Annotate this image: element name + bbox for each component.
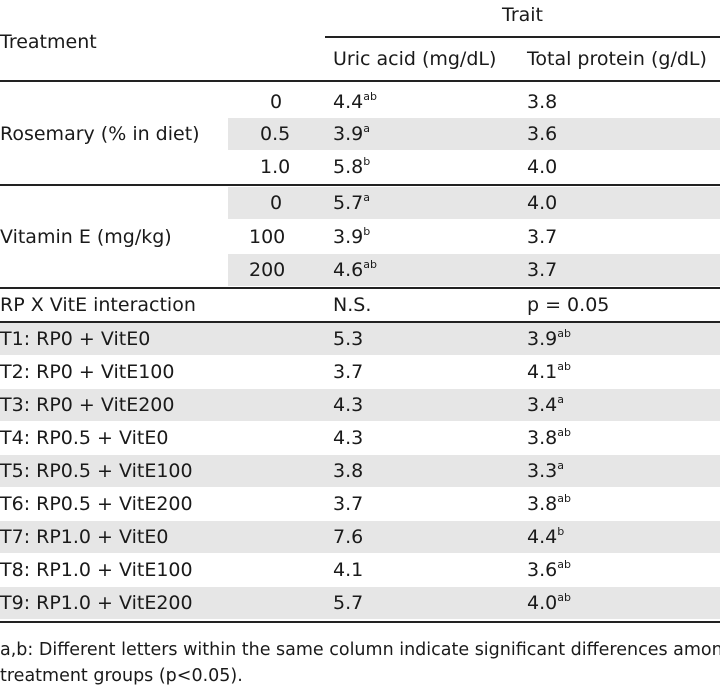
group-row: T4: RP0.5 + VitE0 4.3 3.8ab	[0, 422, 720, 454]
level-cell: 0	[270, 192, 283, 214]
uric-cell: 4.6ab	[333, 258, 377, 281]
protein-cell: 4.4b	[527, 525, 565, 548]
rosemary-row: 0 4.4ab 3.8	[228, 86, 720, 118]
footnote-line-1: a,b: Different letters within the same c…	[0, 640, 720, 660]
group-label: T2: RP0 + VitE100	[0, 361, 175, 383]
protein-cell: 3.9ab	[527, 327, 571, 350]
level-cell: 1.0	[260, 156, 291, 178]
interaction-row: RP X VitE interaction N.S. p = 0.05	[0, 289, 720, 321]
protein-cell: 4.0	[527, 156, 558, 178]
group-row: T9: RP1.0 + VitE200 5.7 4.0ab	[0, 587, 720, 619]
group-label: T1: RP0 + VitE0	[0, 328, 151, 350]
protein-cell: 3.7	[527, 226, 558, 248]
vitamin-e-label: Vitamin E (mg/kg)	[0, 226, 172, 248]
protein-cell: 3.8ab	[527, 492, 571, 515]
group-row: T6: RP0.5 + VitE200 3.7 3.8ab	[0, 488, 720, 520]
group-label: T6: RP0.5 + VitE200	[0, 493, 193, 515]
group-row: T2: RP0 + VitE100 3.7 4.1ab	[0, 356, 720, 388]
group-row: T7: RP1.0 + VitE0 7.6 4.4b	[0, 521, 720, 553]
vitamin-e-row: 100 3.9b 3.7	[228, 221, 720, 253]
rosemary-row: 1.0 5.8b 4.0	[228, 151, 720, 183]
rosemary-row: 0.5 3.9a 3.6	[228, 118, 720, 150]
level-cell: 0.5	[260, 123, 291, 145]
protein-cell: 4.1ab	[527, 360, 571, 383]
section-rule	[0, 321, 720, 323]
protein-cell: 3.7	[527, 259, 558, 281]
uric-cell: N.S.	[333, 294, 372, 316]
group-row: T5: RP0.5 + VitE100 3.8 3.3a	[0, 455, 720, 487]
uric-cell: 5.3	[333, 328, 364, 350]
uric-cell: 4.4ab	[333, 90, 377, 113]
group-row: T3: RP0 + VitE200 4.3 3.4a	[0, 389, 720, 421]
level-cell: 200	[249, 259, 286, 281]
protein-cell: 3.4a	[527, 393, 564, 416]
protein-cell: 3.8ab	[527, 426, 571, 449]
uric-cell: 5.7a	[333, 191, 370, 214]
header-rule	[0, 80, 720, 82]
uric-cell: 5.8b	[333, 155, 371, 178]
group-label: T4: RP0.5 + VitE0	[0, 427, 169, 449]
uric-cell: 3.9b	[333, 225, 371, 248]
uric-cell: 3.8	[333, 460, 364, 482]
group-label: T8: RP1.0 + VitE100	[0, 559, 193, 581]
uric-cell: 4.3	[333, 394, 364, 416]
uric-acid-header: Uric acid (mg/dL)	[333, 48, 497, 70]
section-rule	[0, 184, 720, 186]
group-row: T1: RP0 + VitE0 5.3 3.9ab	[0, 323, 720, 355]
uric-cell: 4.1	[333, 559, 364, 581]
group-label: T5: RP0.5 + VitE100	[0, 460, 193, 482]
protein-cell: 4.0	[527, 192, 558, 214]
total-protein-header: Total protein (g/dL)	[527, 48, 707, 70]
protein-cell: 3.8	[527, 91, 558, 113]
group-label: T3: RP0 + VitE200	[0, 394, 175, 416]
footnote-line-2: treatment groups (p<0.05).	[0, 666, 243, 686]
protein-cell: 4.0ab	[527, 591, 571, 614]
protein-cell: 3.6ab	[527, 558, 571, 581]
uric-cell: 5.7	[333, 592, 364, 614]
treatment-header: Treatment	[0, 31, 97, 53]
bottom-rule	[0, 621, 720, 623]
interaction-label: RP X VitE interaction	[0, 294, 196, 316]
vitamin-e-row: 200 4.6ab 3.7	[228, 254, 720, 286]
uric-cell: 4.3	[333, 427, 364, 449]
level-cell: 0	[270, 91, 283, 113]
protein-cell: p = 0.05	[527, 294, 610, 316]
trait-rule	[325, 36, 720, 38]
rosemary-label: Rosemary (% in diet)	[0, 123, 200, 145]
uric-cell: 3.7	[333, 361, 364, 383]
uric-cell: 3.7	[333, 493, 364, 515]
protein-cell: 3.6	[527, 123, 558, 145]
protein-cell: 3.3a	[527, 459, 564, 482]
trait-header: Trait	[502, 4, 543, 26]
section-rule	[0, 287, 720, 289]
group-label: T7: RP1.0 + VitE0	[0, 526, 169, 548]
group-label: T9: RP1.0 + VitE200	[0, 592, 193, 614]
level-cell: 100	[249, 226, 286, 248]
uric-cell: 7.6	[333, 526, 364, 548]
uric-cell: 3.9a	[333, 122, 370, 145]
vitamin-e-row: 0 5.7a 4.0	[228, 187, 720, 219]
group-row: T8: RP1.0 + VitE100 4.1 3.6ab	[0, 554, 720, 586]
